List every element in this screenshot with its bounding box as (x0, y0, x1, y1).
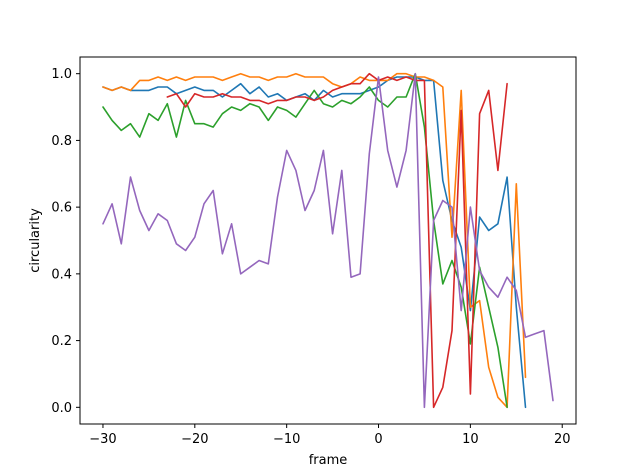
y-tick-label: 0.4 (51, 267, 72, 282)
x-axis-label: frame (309, 453, 348, 468)
y-tick-label: 0.8 (51, 134, 72, 149)
x-tick-label: 20 (554, 432, 571, 447)
x-tick-label: −30 (89, 432, 116, 447)
x-tick-label: −10 (273, 432, 300, 447)
x-tick-label: 0 (374, 432, 382, 447)
y-tick-label: 0.2 (51, 334, 72, 349)
y-axis-label: circularity (28, 208, 43, 273)
y-tick-label: 0.0 (51, 401, 72, 416)
plot-frame (79, 56, 577, 425)
series-line-2 (102, 72, 527, 409)
y-axis-ticks: 0.0 0.2 0.4 0.6 0.8 1.0 (51, 67, 80, 416)
x-tick-label: −20 (181, 432, 208, 447)
x-axis-ticks: −30 −20 −10 0 10 20 (89, 424, 570, 447)
y-tick-label: 1.0 (51, 67, 72, 82)
series-line-4 (166, 72, 508, 409)
series-line-5 (102, 72, 554, 409)
y-tick-label: 0.6 (51, 201, 72, 216)
x-tick-label: 10 (462, 432, 479, 447)
series-layer (102, 72, 554, 409)
series-line-3 (102, 72, 508, 409)
